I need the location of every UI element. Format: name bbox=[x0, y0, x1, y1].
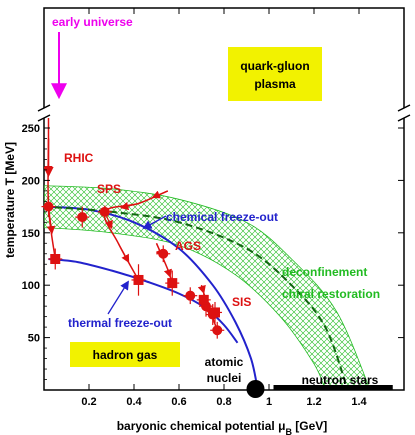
special-markers bbox=[246, 380, 393, 398]
x-tick-label: 0.6 bbox=[171, 396, 186, 408]
sps-trajectory-arrow bbox=[119, 201, 139, 211]
x-axis-label-symbol: μ bbox=[278, 419, 285, 433]
thermal-freeze-out-point bbox=[133, 274, 144, 285]
thermal-freeze-out-point bbox=[210, 307, 220, 318]
y-tick-label: 200 bbox=[22, 175, 40, 187]
ags-label: AGS bbox=[175, 239, 201, 253]
chemical-freeze-out-point bbox=[212, 325, 223, 336]
x-tick-label: 1.4 bbox=[351, 396, 367, 408]
neutron-stars-bar bbox=[273, 385, 393, 390]
x-tick-label: 1 bbox=[266, 396, 272, 408]
atomic-nuclei-marker bbox=[246, 380, 265, 398]
axis-ticks: 0.2 0.4 0.6 0.8 1 1.2 1.4 50 100 150 200 250 bbox=[22, 8, 404, 408]
sps-trajectory-arrow bbox=[117, 243, 130, 264]
thermal-freeze-out-label: thermal freeze-out bbox=[68, 316, 172, 330]
curve-layer bbox=[44, 118, 349, 390]
sps-trajectory-arrow bbox=[151, 190, 169, 199]
x-axis-label-text: baryonic chemical potential bbox=[117, 419, 275, 433]
y-tick-label: 250 bbox=[22, 123, 40, 135]
quark-gluon-plasma-label-1: quark-gluon bbox=[240, 59, 309, 73]
neutron-stars-label: neutron stars bbox=[302, 373, 379, 387]
quark-gluon-plasma-box bbox=[228, 47, 322, 101]
atomic-nuclei-label-2: nuclei bbox=[207, 371, 242, 385]
thermal-freeze-out-point bbox=[50, 254, 61, 264]
axis-break-right bbox=[397, 104, 411, 122]
axis-break-left bbox=[37, 104, 51, 122]
x-tick-label: 0.8 bbox=[216, 396, 231, 408]
atomic-nuclei-label-1: atomic bbox=[205, 355, 244, 369]
thermal-freeze-out-point bbox=[198, 294, 209, 305]
hadron-gas-box bbox=[70, 342, 180, 367]
x-tick-label: 0.2 bbox=[81, 396, 96, 408]
x-axis-label-subscript: B bbox=[285, 427, 292, 435]
y-tick-label: 50 bbox=[28, 333, 40, 345]
x-tick-label: 1.2 bbox=[306, 396, 321, 408]
chemical-freeze-out-point bbox=[185, 290, 196, 301]
ags-trajectory-arrow bbox=[163, 268, 172, 278]
thermal-freeze-out-point bbox=[167, 278, 178, 289]
chemical-freeze-out-point bbox=[158, 248, 169, 259]
rhic-label: RHIC bbox=[64, 151, 94, 165]
early-universe-label: early universe bbox=[52, 15, 133, 29]
x-tick-label: 0.4 bbox=[126, 396, 142, 408]
thermal-freeze-out-arrow bbox=[107, 280, 129, 315]
chemical-freeze-out-arrow bbox=[142, 215, 167, 229]
quark-gluon-plasma-label-2: plasma bbox=[254, 77, 296, 91]
y-tick-label: 150 bbox=[22, 228, 40, 240]
chemical-freeze-out-point bbox=[43, 201, 54, 212]
y-tick-label: 100 bbox=[22, 280, 40, 292]
chiral-restoration-label: chiral restoration bbox=[282, 287, 380, 301]
hadron-gas-label: hadron gas bbox=[93, 348, 158, 362]
sps-label: SPS bbox=[97, 182, 121, 196]
sis-label: SIS bbox=[232, 295, 251, 309]
x-axis-label: baryonic chemical potential μB [GeV] bbox=[117, 419, 328, 435]
deconfinement-label: deconfinement bbox=[282, 265, 367, 279]
chemical-freeze-out-point bbox=[77, 212, 88, 223]
chemical-freeze-out-point bbox=[99, 206, 110, 217]
y-axis-label: temperature T [MeV] bbox=[3, 142, 17, 258]
x-axis-label-unit: [GeV] bbox=[295, 419, 327, 433]
chemical-freeze-out-label: chemical freeze-out bbox=[166, 210, 278, 224]
data-points bbox=[41, 196, 225, 339]
thermal-freeze-out-curve bbox=[48, 258, 239, 344]
